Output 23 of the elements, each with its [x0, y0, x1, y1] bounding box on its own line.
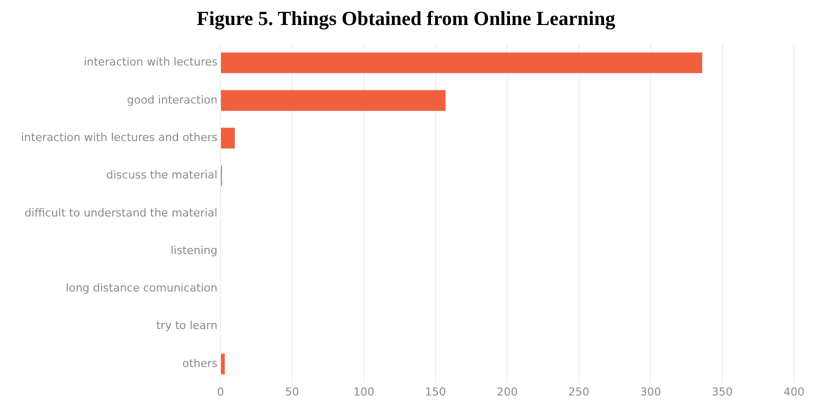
x-tick-label: 400 — [784, 385, 804, 398]
bar — [220, 52, 702, 74]
y-tick-label: discuss the material — [106, 168, 218, 182]
x-tick-label: 150 — [425, 385, 446, 398]
x-tick-label: 350 — [712, 385, 733, 398]
bar — [220, 354, 225, 374]
bar — [220, 128, 235, 148]
x-tick-label: 100 — [353, 385, 374, 398]
y-tick-label: good interaction — [127, 93, 218, 106]
y-tick-label: difficult to understand the material — [24, 206, 218, 220]
x-tick-label: 250 — [568, 385, 590, 398]
x-tick-label: 50 — [285, 385, 300, 398]
y-tick-label: others — [182, 356, 218, 370]
x-tick-label: 300 — [640, 385, 662, 398]
x-tick-label: 0 — [216, 385, 224, 398]
bar — [220, 90, 446, 111]
x-tick-label: 200 — [496, 385, 518, 398]
y-tick-label: try to learn — [156, 319, 218, 332]
chart-title: Figure 5. Things Obtained from Online Learning — [196, 8, 616, 30]
y-tick-label: long distance comunication — [66, 282, 218, 295]
y-tick-label: interaction with lectures — [84, 56, 218, 69]
y-tick-label: listening — [170, 244, 218, 257]
y-tick-label: interaction with lectures and others — [20, 130, 218, 144]
